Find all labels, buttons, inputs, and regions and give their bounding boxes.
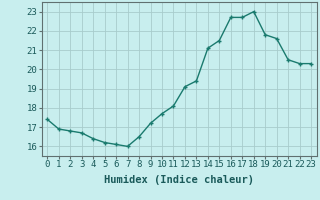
X-axis label: Humidex (Indice chaleur): Humidex (Indice chaleur)	[104, 175, 254, 185]
